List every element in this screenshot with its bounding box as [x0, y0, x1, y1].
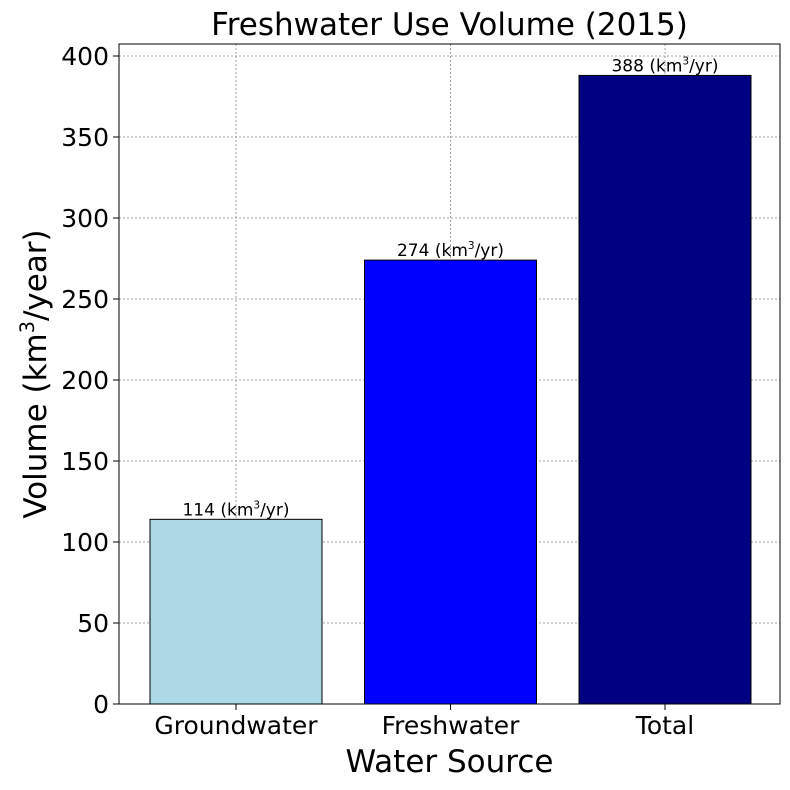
- y-axis-label-prefix: Volume (km: [18, 333, 54, 518]
- data-label: 114 (km3/yr): [182, 499, 289, 520]
- ticks-layer: 0 50 100 150 200 250 300 350 400 Groundwater Fresh…: [61, 42, 694, 740]
- data-labels-layer: 114 (km3/yr) 274 (km3/yr) 388 (km3/yr): [182, 55, 718, 520]
- y-tick-label: 350: [61, 123, 109, 152]
- y-tick-label: 150: [61, 447, 109, 476]
- y-axis-label: Volume (km3/year): [16, 229, 54, 518]
- y-tick-label: 0: [93, 690, 109, 719]
- y-tick-label: 200: [61, 366, 109, 395]
- x-tick-label: Total: [635, 711, 694, 740]
- y-tick-label: 50: [77, 609, 109, 638]
- plot-frame: [118, 43, 781, 705]
- y-tick-label: 100: [61, 528, 109, 557]
- x-axis-label: Water Source: [346, 744, 554, 780]
- bar: [578, 74, 752, 705]
- y-tick-label: 400: [61, 42, 109, 71]
- y-tick-label: 250: [61, 285, 109, 314]
- chart-title: Freshwater Use Volume (2015): [211, 7, 688, 43]
- bars-layer: [149, 74, 752, 705]
- data-label: 388 (km3/yr): [611, 55, 718, 76]
- bar: [149, 518, 323, 705]
- y-tick-label: 300: [61, 204, 109, 233]
- x-tick-label: Groundwater: [154, 711, 318, 740]
- y-axis-label-sup: 3: [16, 321, 39, 333]
- y-axis-label-suffix: /year): [18, 229, 54, 321]
- x-tick-label: Freshwater: [382, 711, 520, 740]
- data-label: 274 (km3/yr): [397, 240, 504, 261]
- bar: [364, 259, 537, 705]
